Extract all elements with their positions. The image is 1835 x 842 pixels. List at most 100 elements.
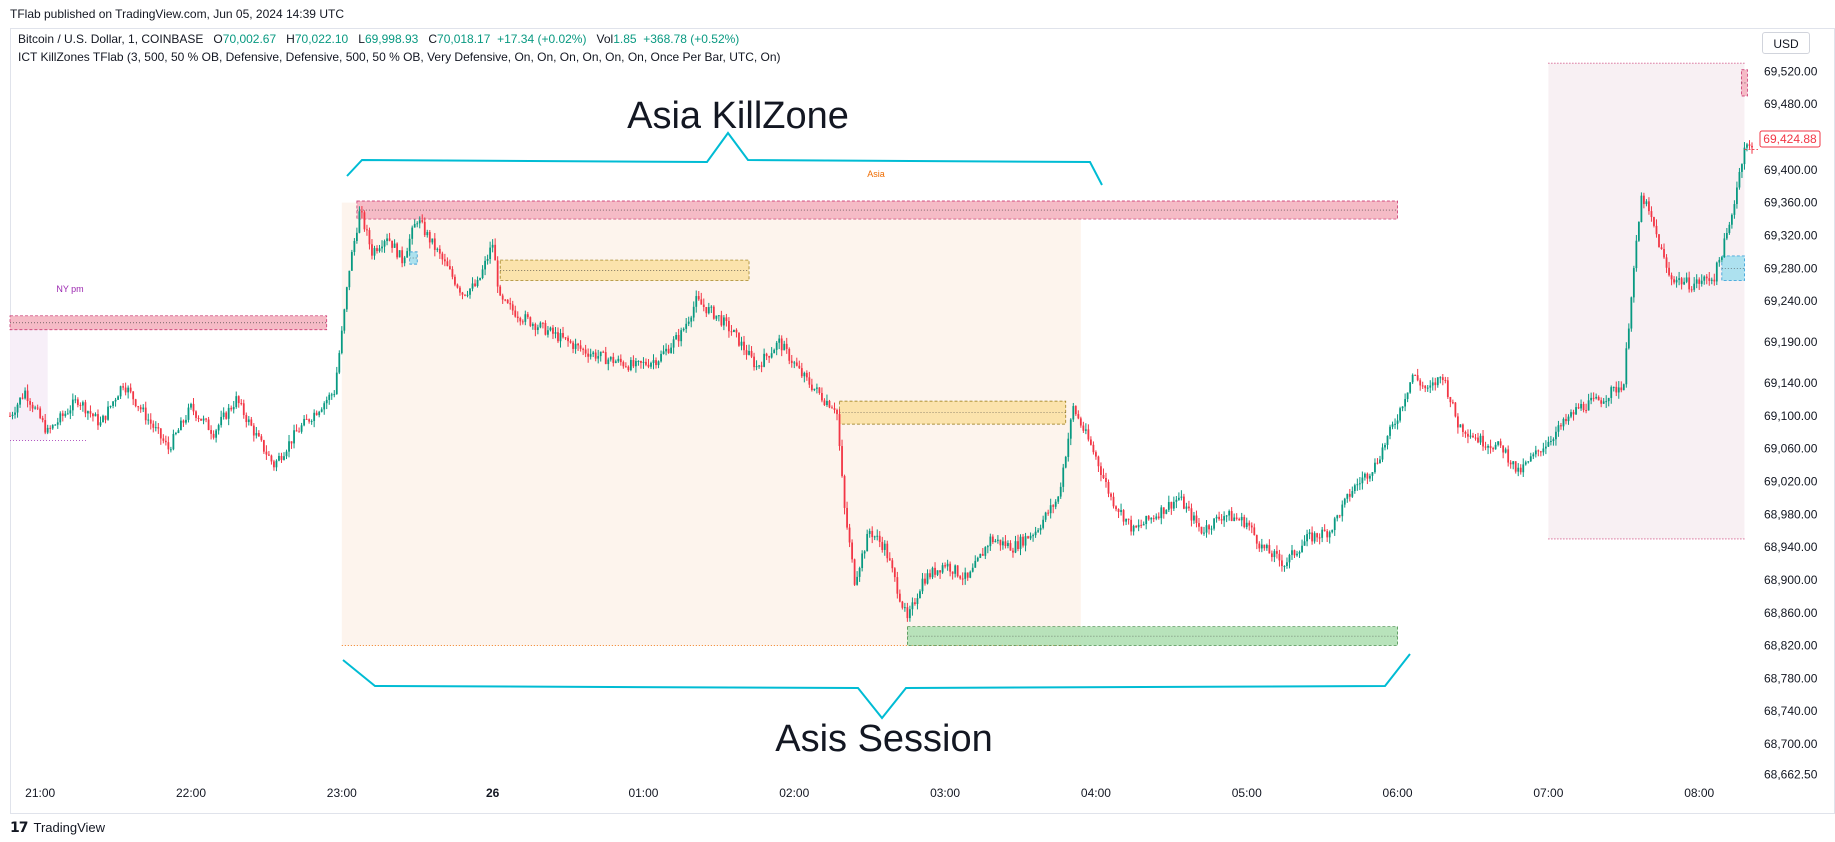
candle-154 <box>396 242 399 260</box>
candle-body <box>831 407 833 409</box>
candle-body <box>652 360 655 363</box>
candle-523 <box>1323 524 1326 532</box>
candle-body <box>56 422 59 425</box>
candle-body <box>954 565 957 574</box>
candle-body <box>416 223 419 225</box>
candle-570 <box>1441 373 1444 386</box>
zone-supply-3 <box>356 200 1398 220</box>
candle-body <box>687 321 690 324</box>
candle-body <box>861 553 864 569</box>
candle-200 <box>511 300 514 315</box>
candle-512 <box>1296 550 1298 557</box>
candle-body <box>378 248 381 252</box>
candle-248 <box>632 355 635 369</box>
candle-185 <box>474 279 476 287</box>
candle-body <box>1454 402 1457 417</box>
candle-104 <box>270 454 273 465</box>
candle-body <box>1404 399 1407 407</box>
candle-370 <box>939 570 941 579</box>
candle-86 <box>225 411 228 420</box>
candle-367 <box>931 566 934 580</box>
candle-176 <box>451 266 454 280</box>
candle-body <box>509 303 512 305</box>
candle-609 <box>1539 450 1542 457</box>
candle-262 <box>667 344 670 354</box>
candle-body <box>577 343 579 346</box>
candle-174 <box>446 257 449 267</box>
candle-458 <box>1160 505 1163 525</box>
candle-608 <box>1537 449 1540 457</box>
candle-223 <box>569 339 572 344</box>
candle-402 <box>1019 534 1022 556</box>
candle-body <box>1720 257 1723 260</box>
candle-507 <box>1283 565 1286 572</box>
candle-371 <box>941 562 944 574</box>
candle-body <box>1029 535 1032 539</box>
candle-673 <box>1700 274 1703 287</box>
candle-68 <box>180 417 182 431</box>
candle-536 <box>1356 478 1359 491</box>
candle-281 <box>715 315 718 321</box>
open-value: 70,002.67 <box>222 32 277 46</box>
candle-235 <box>599 351 602 362</box>
candle-body <box>51 425 54 429</box>
candle-96 <box>250 416 253 427</box>
candle-385 <box>976 556 979 563</box>
candle-624 <box>1577 403 1580 410</box>
candle-body <box>632 360 635 367</box>
candle-558 <box>1411 373 1414 385</box>
candle-body <box>454 276 456 285</box>
x-tick-label: 06:00 <box>1383 786 1413 800</box>
candle-body <box>1557 425 1560 432</box>
candle-body <box>144 407 147 421</box>
candle-577 <box>1459 424 1462 428</box>
candle-303 <box>770 347 773 359</box>
candle-body <box>333 394 336 396</box>
candle-32 <box>89 405 92 418</box>
candle-618 <box>1562 417 1565 431</box>
candle-439 <box>1112 492 1115 509</box>
candle-615 <box>1555 426 1557 446</box>
candle-body <box>828 400 831 408</box>
candle-517 <box>1308 529 1311 540</box>
candle-body <box>1017 541 1019 549</box>
candle-body <box>650 362 652 367</box>
candle-391 <box>991 534 994 545</box>
candle-body <box>167 442 170 450</box>
candle-body <box>589 354 592 357</box>
candle-body <box>1115 506 1117 510</box>
candle-body <box>313 412 316 421</box>
currency-button[interactable]: USD <box>1762 32 1810 54</box>
candle-190 <box>486 254 489 265</box>
candle-53 <box>142 404 145 413</box>
candle-body <box>999 539 1002 546</box>
candle-body <box>1253 527 1256 536</box>
candle-494 <box>1250 522 1253 534</box>
candle-body <box>991 536 994 543</box>
candle-290 <box>738 332 740 347</box>
tradingview-brand[interactable]: TradingView <box>33 820 106 835</box>
candle-629 <box>1590 392 1593 405</box>
candle-body <box>393 243 396 248</box>
low-label: L <box>358 32 365 46</box>
candle-681 <box>1720 256 1723 263</box>
candle-body <box>19 397 21 405</box>
candle-body <box>655 360 657 366</box>
candle-6 <box>24 387 26 400</box>
candle-600 <box>1517 463 1520 477</box>
candle-566 <box>1431 377 1434 391</box>
candle-20 <box>59 411 62 426</box>
candle-body <box>1321 529 1324 538</box>
indicator-legend[interactable]: ICT KillZones TFlab (3, 500, 50 % OB, De… <box>18 50 781 64</box>
candle-body <box>1150 518 1153 520</box>
candle-568 <box>1436 377 1439 388</box>
y-tick-label: 69,400.00 <box>1764 163 1818 177</box>
candle-213 <box>544 320 547 336</box>
candle-180 <box>461 291 464 300</box>
candle-130 <box>335 366 338 395</box>
candle-136 <box>350 249 353 271</box>
candle-314 <box>798 360 801 369</box>
candle-body <box>1529 456 1532 462</box>
candle-body <box>1509 462 1512 465</box>
